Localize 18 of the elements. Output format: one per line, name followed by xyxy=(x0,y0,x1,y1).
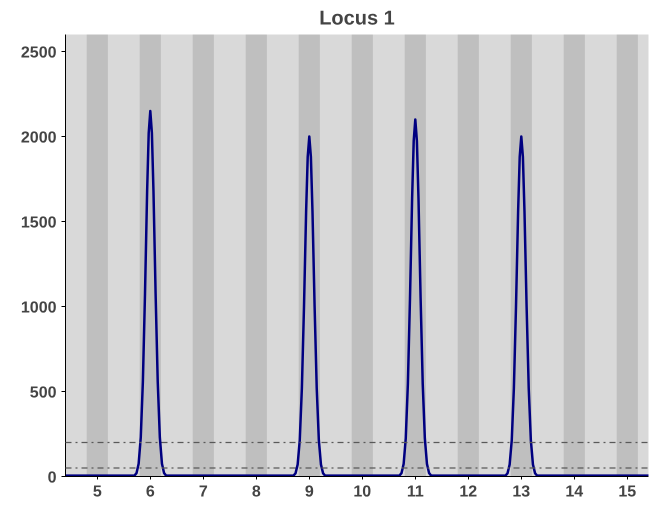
x-tick-label: 7 xyxy=(198,484,208,500)
chart-title: Locus 1 xyxy=(319,8,395,30)
y-tick-label: 2000 xyxy=(20,130,57,146)
y-tick-label: 500 xyxy=(30,384,57,402)
x-tick-label: 5 xyxy=(92,484,102,500)
x-tick-label: 11 xyxy=(406,484,424,500)
x-tick-label: 10 xyxy=(353,484,372,500)
y-tick-label: 1000 xyxy=(20,300,57,316)
x-tick-label: 14 xyxy=(565,484,584,500)
x-tick-label: 12 xyxy=(459,484,478,500)
y-tick-label: 2500 xyxy=(20,44,57,62)
x-tick-label: 8 xyxy=(252,484,261,500)
x-tick-label: 9 xyxy=(304,484,314,500)
y-tick-label: 0 xyxy=(48,470,57,486)
y-tick-label: 1500 xyxy=(20,214,57,232)
x-tick-label: 6 xyxy=(146,484,155,500)
x-tick-label: 13 xyxy=(512,484,530,500)
x-tick-label: 15 xyxy=(618,484,636,500)
